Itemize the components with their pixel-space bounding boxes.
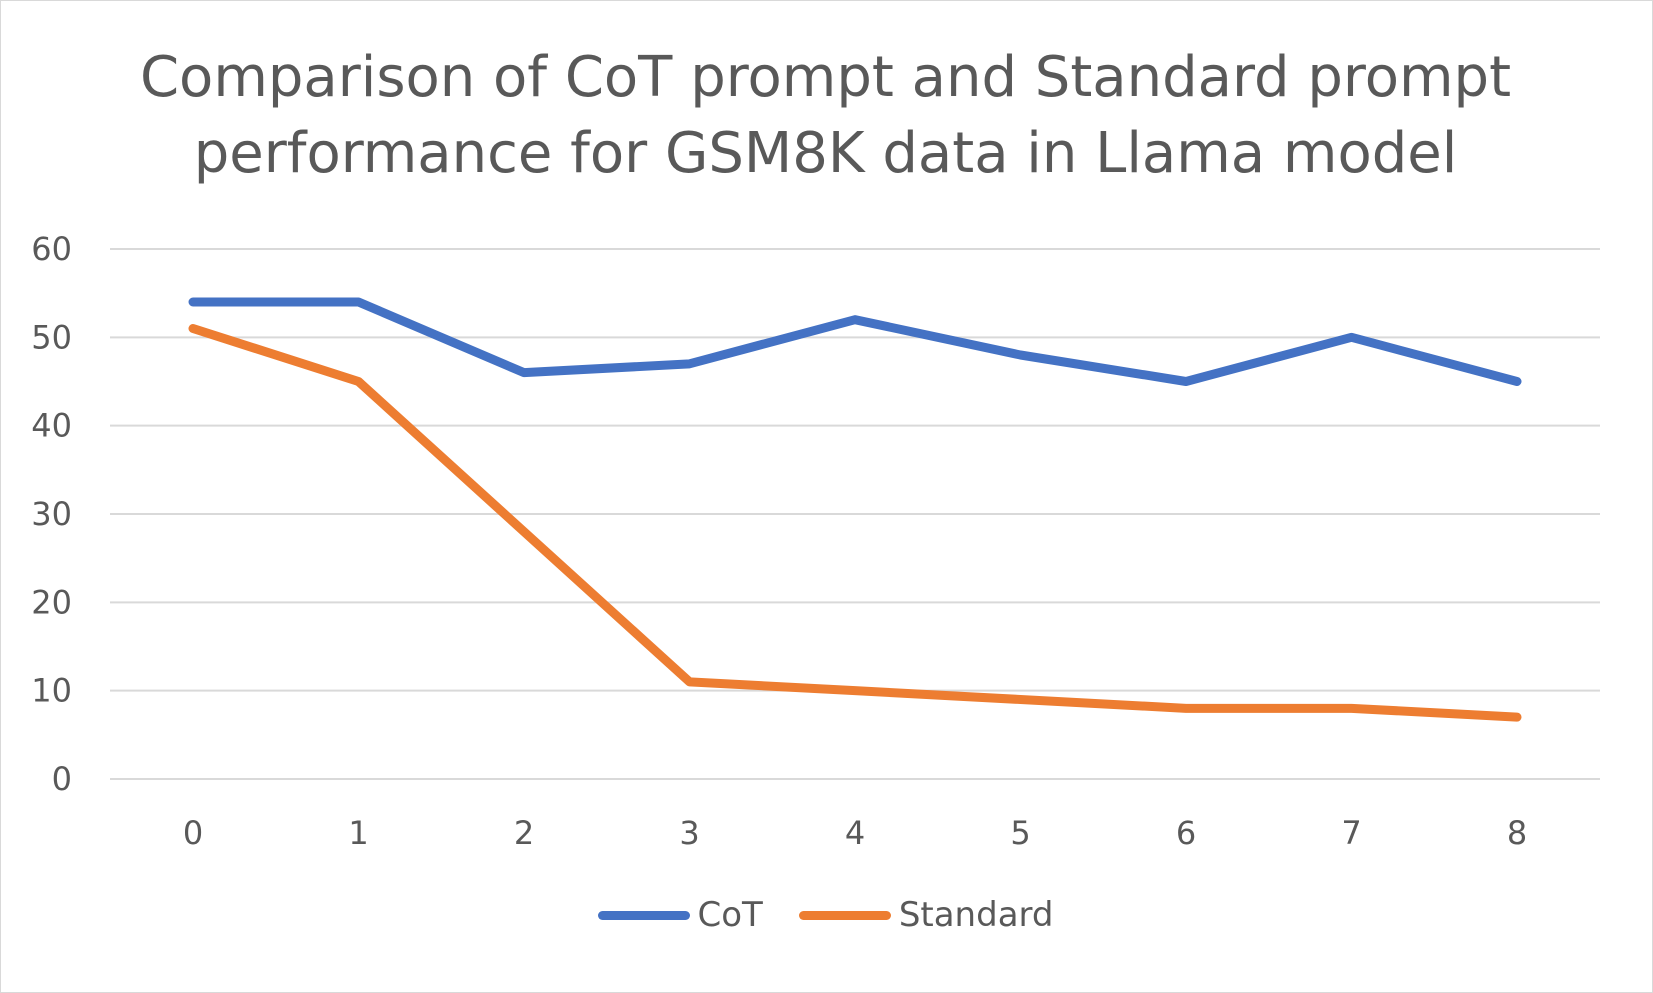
legend-item-cot: CoT	[597, 895, 763, 935]
y-tick-label: 30	[31, 495, 72, 533]
series-line-standard	[188, 324, 1522, 722]
series-lines	[188, 297, 1522, 722]
y-tick-label: 60	[31, 230, 72, 268]
chart-title-line-2: performance for GSM8K data in Llama mode…	[193, 121, 1458, 186]
x-tick-label: 3	[679, 814, 699, 852]
chart-title-line-1: Comparison of CoT prompt and Standard pr…	[139, 45, 1512, 110]
legend-swatch	[597, 910, 690, 920]
y-axis-ticks: 0 10 20 30 40 50 60	[31, 230, 72, 798]
x-axis-ticks: 0 1 2 3 4 5 6 7 8	[183, 814, 1527, 852]
legend-item-standard: Standard	[798, 895, 1054, 935]
legend: CoT Standard	[0, 895, 1651, 935]
x-tick-label: 1	[348, 814, 368, 852]
y-tick-label: 40	[31, 407, 72, 445]
x-tick-label: 0	[183, 814, 203, 852]
y-tick-label: 50	[31, 318, 72, 356]
x-tick-label: 5	[1010, 814, 1030, 852]
legend-label: CoT	[697, 895, 763, 935]
x-tick-label: 2	[514, 814, 534, 852]
x-tick-label: 7	[1341, 814, 1361, 852]
x-tick-label: 8	[1507, 814, 1527, 852]
y-tick-label: 20	[31, 583, 72, 621]
series-line-cot	[188, 297, 1522, 386]
y-tick-label: 0	[52, 760, 72, 798]
x-tick-label: 4	[845, 814, 865, 852]
legend-swatch	[798, 910, 891, 920]
gridlines	[110, 248, 1600, 780]
legend-label: Standard	[898, 895, 1054, 935]
chart-title: Comparison of CoT prompt and Standard pr…	[0, 40, 1651, 192]
y-tick-label: 10	[31, 672, 72, 710]
x-tick-label: 6	[1176, 814, 1196, 852]
